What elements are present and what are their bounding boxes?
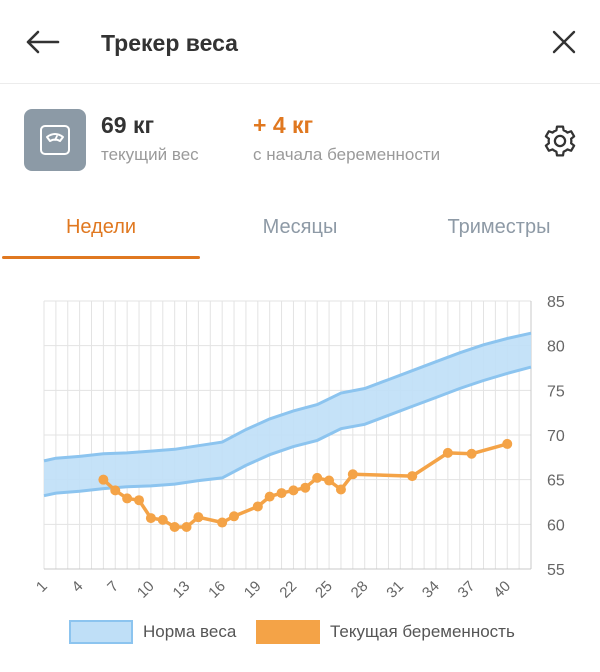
settings-button[interactable] <box>538 119 582 163</box>
current-pregnancy-point <box>407 471 418 482</box>
current-pregnancy-point <box>98 474 109 485</box>
page-title: Трекер веса <box>101 30 238 56</box>
y-tick-label: 55 <box>547 562 565 579</box>
weight-gain-label: с начала беременности <box>253 145 441 164</box>
scale-tile <box>24 109 86 171</box>
x-tick-label: 28 <box>348 578 372 602</box>
close-button[interactable] <box>544 24 584 60</box>
scale-icon <box>40 125 70 155</box>
weight-summary: 69 кг текущий вес + 4 кг с начала береме… <box>0 85 600 195</box>
tab-weeks[interactable]: Недели <box>65 215 137 238</box>
x-tick-label: 37 <box>455 578 479 602</box>
current-pregnancy-point <box>335 484 346 495</box>
legend-label-current: Текущая беременность <box>330 622 515 641</box>
x-tick-label: 13 <box>170 578 194 602</box>
x-tick-label: 7 <box>104 578 122 596</box>
current-pregnancy-point <box>122 493 133 504</box>
current-pregnancy-point <box>288 485 299 496</box>
back-button[interactable] <box>22 26 62 58</box>
current-pregnancy-point <box>145 513 156 524</box>
y-tick-label: 75 <box>547 383 565 400</box>
current-pregnancy-point <box>110 485 121 496</box>
x-tick-label: 22 <box>276 578 300 602</box>
arrow-left-icon <box>26 30 60 54</box>
current-pregnancy-point <box>502 438 513 449</box>
legend-swatch-norm <box>69 620 133 644</box>
current-pregnancy-point <box>229 511 240 522</box>
y-tick-label: 65 <box>547 473 565 490</box>
gear-icon <box>544 125 576 157</box>
weight-gain-value: + 4 кг <box>253 112 314 138</box>
current-pregnancy-point <box>312 472 323 483</box>
current-pregnancy-point <box>466 448 477 459</box>
tab-months[interactable]: Месяцы <box>262 215 338 238</box>
x-tick-label: 19 <box>241 578 265 602</box>
current-pregnancy-point <box>169 522 180 533</box>
y-tick-label: 85 <box>547 294 565 311</box>
y-tick-label: 80 <box>547 339 565 356</box>
current-pregnancy-point <box>181 522 192 533</box>
current-weight-label: текущий вес <box>101 145 199 164</box>
current-pregnancy-point <box>347 469 358 480</box>
x-tick-label: 16 <box>205 578 229 602</box>
x-tick-label: 34 <box>419 578 443 602</box>
close-icon <box>552 30 576 54</box>
y-tick-label: 60 <box>547 517 565 534</box>
current-pregnancy-point <box>193 512 204 523</box>
x-tick-label: 4 <box>69 578 87 596</box>
y-tick-label: 70 <box>547 428 565 445</box>
x-tick-label: 25 <box>312 578 336 602</box>
legend-label-norm: Норма веса <box>143 622 237 641</box>
chart-legend: Норма веса Текущая беременность <box>0 618 600 648</box>
x-tick-label: 10 <box>134 578 158 602</box>
norm-band-upper-line <box>43 331 532 463</box>
current-pregnancy-point <box>217 517 228 528</box>
x-tick-label: 40 <box>490 578 514 602</box>
current-pregnancy-point <box>300 482 311 493</box>
weight-chart: 55 60 65 70 75 80 85 1 4 7 10 13 16 19 22 25 28 31 34 37 40 <box>33 294 565 602</box>
legend-item-norm: Норма веса <box>69 618 236 646</box>
current-pregnancy-point <box>157 514 168 525</box>
legend-swatch-current <box>256 620 320 644</box>
current-pregnancy-point <box>252 501 263 512</box>
tab-trimesters[interactable]: Триместры <box>447 215 551 238</box>
active-tab-indicator <box>2 256 200 259</box>
x-tick-label: 1 <box>33 578 51 596</box>
current-pregnancy-point <box>324 475 335 486</box>
x-tick-label: 31 <box>383 578 407 602</box>
current-pregnancy-point <box>264 491 275 502</box>
app-header: Трекер веса <box>0 0 600 84</box>
legend-item-current: Текущая беременность <box>256 618 515 646</box>
current-pregnancy-point <box>276 488 287 499</box>
current-pregnancy-point <box>442 447 453 458</box>
current-pregnancy-point <box>134 495 145 506</box>
current-weight-value: 69 кг <box>101 112 155 138</box>
period-tabs: Недели Месяцы Триместры <box>0 196 600 262</box>
